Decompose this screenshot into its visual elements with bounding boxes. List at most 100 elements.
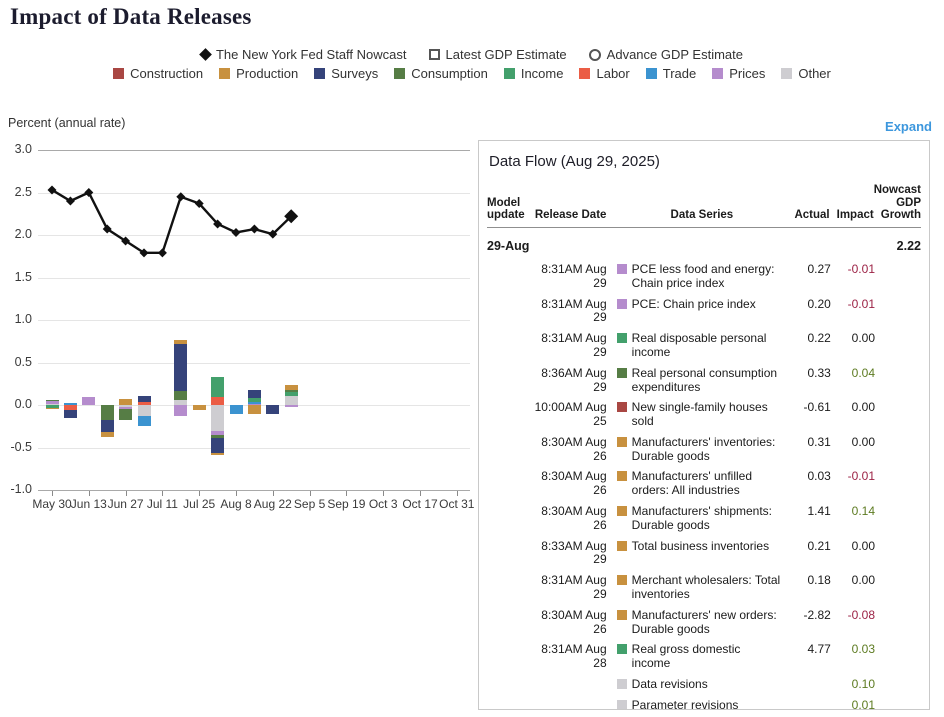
bar-segment-surveys[interactable] (211, 438, 225, 454)
bar-segment-production[interactable] (284, 385, 298, 390)
bar-segment-other[interactable] (137, 405, 151, 417)
bar-segment-other[interactable] (174, 399, 188, 405)
bar-segment-trade[interactable] (229, 405, 243, 414)
cell-data-series: Real disposable personal income (616, 331, 789, 360)
x-tick-label: Oct 31 (439, 497, 475, 511)
bar-segment-surveys[interactable] (266, 405, 280, 414)
bar-segment-other[interactable] (119, 405, 133, 407)
cell-actual: 1.41 (807, 504, 831, 519)
marker-legend: The New York Fed Staff Nowcast Latest GDP… (0, 47, 944, 62)
series-name: Merchant wholesalers: Total inventories (631, 573, 781, 602)
bar-segment-production[interactable] (192, 405, 206, 411)
header-impact: Impact (836, 209, 874, 222)
bar-segment-production[interactable] (174, 340, 188, 344)
bar-segment-surveys[interactable] (137, 395, 151, 403)
table-row: 8:31AM Aug 29 PCE: Chain price index 0.20 -… (487, 296, 921, 326)
x-tick-mark (309, 491, 311, 496)
cell-release-date: 8:30AM Aug 26 (541, 607, 607, 636)
bar-segment-prices[interactable] (284, 405, 298, 407)
cell-impact: 0.00 (851, 400, 875, 415)
legend-label: The New York Fed Staff Nowcast (215, 47, 407, 62)
bar-segment-other[interactable] (284, 395, 298, 405)
nowcast-point[interactable] (194, 199, 204, 209)
bar-segment-income[interactable] (247, 398, 261, 403)
nowcast-point[interactable] (176, 192, 186, 202)
series-name: Manufacturers' new orders: Durable goods (631, 607, 777, 636)
nowcast-point[interactable] (213, 219, 223, 229)
bar-segment-income[interactable] (284, 392, 298, 396)
cell-impact: 0.03 (851, 642, 875, 657)
nowcast-point[interactable] (231, 227, 241, 237)
series-color-swatch-icon (616, 263, 627, 274)
cell-data-series: New single-family houses sold (616, 400, 789, 429)
series-color-swatch-icon (616, 402, 627, 413)
x-tick-mark (88, 491, 90, 496)
bar-segment-consumption[interactable] (174, 391, 188, 400)
bar-segment-production[interactable] (247, 405, 261, 415)
table-row: 8:31AM Aug 29 Merchant wholesalers: Total… (487, 573, 921, 602)
x-tick-label: Aug 22 (253, 497, 292, 511)
cell-data-series: Manufacturers' shipments: Durable goods (616, 504, 789, 533)
cell-data-series: Real personal consumption expenditures (616, 366, 789, 395)
nowcast-point[interactable] (47, 185, 57, 195)
bar-segment-surveys[interactable] (63, 410, 77, 418)
series-name: Manufacturers' inventories: Durable good… (631, 434, 776, 463)
bar-segment-consumption[interactable] (119, 409, 133, 421)
cell-actual: -2.82 (803, 607, 831, 622)
nowcast-point[interactable] (284, 209, 299, 224)
nowcast-point[interactable] (121, 236, 131, 246)
bar-segment-labor[interactable] (137, 402, 151, 405)
y-tick-label: 2.0 (14, 227, 32, 241)
nowcast-point[interactable] (84, 188, 94, 197)
bar-segment-labor[interactable] (63, 405, 77, 411)
table-row: 8:31AM Aug 29 Real disposable personal in… (487, 331, 921, 360)
expand-link[interactable]: Expand (885, 119, 932, 134)
bar-segment-trade[interactable] (247, 402, 261, 405)
nowcast-point[interactable] (139, 248, 149, 258)
bar-segment-labor[interactable] (211, 397, 225, 405)
nowcast-point[interactable] (249, 224, 259, 234)
bar-segment-production[interactable] (119, 399, 133, 405)
x-tick-label: Aug 8 (220, 497, 252, 511)
bar-segment-prices[interactable] (45, 400, 59, 405)
bar-segment-prices[interactable] (82, 396, 96, 405)
series-color-swatch-icon (616, 540, 627, 551)
bar-segment-trade[interactable] (137, 416, 151, 427)
nowcast-point[interactable] (268, 229, 278, 239)
series-name: PCE: Chain price index (631, 296, 756, 311)
bar-segment-consumption[interactable] (211, 434, 225, 439)
bar-segment-production[interactable] (100, 432, 114, 438)
legend-label: Advance GDP Estimate (606, 47, 743, 62)
legend-item-other: Other (781, 66, 831, 81)
bar-segment-production[interactable] (211, 453, 225, 456)
cell-actual: -0.61 (803, 400, 831, 415)
bar-segment-prices[interactable] (119, 406, 133, 410)
circle-marker-icon (588, 48, 601, 61)
bar-segment-other[interactable] (211, 405, 225, 431)
cell-release-date: 8:31AM Aug 28 (541, 642, 607, 671)
bar-segment-surveys[interactable] (174, 343, 188, 392)
bar-segment-prices[interactable] (211, 430, 225, 435)
bar-segment-other[interactable] (45, 404, 59, 406)
bar-segment-income[interactable] (45, 405, 59, 408)
data-flow-title: Data Flow (Aug 29, 2025) (489, 153, 660, 170)
bar-segment-surveys[interactable] (100, 420, 114, 433)
cell-actual: 0.03 (807, 469, 831, 484)
table-row: 8:30AM Aug 26 Manufacturers' inventories:… (487, 434, 921, 464)
bar-segment-production[interactable] (45, 407, 59, 410)
bar-segment-consumption[interactable] (100, 405, 114, 421)
bar-segment-consumption[interactable] (45, 399, 59, 402)
bar-segment-surveys[interactable] (247, 389, 261, 399)
nowcast-point[interactable] (65, 196, 75, 206)
bar-segment-prices[interactable] (174, 405, 188, 417)
bar-segment-trade[interactable] (63, 403, 77, 405)
nowcast-point[interactable] (102, 224, 112, 234)
legend-label: Prices (729, 66, 766, 81)
bar-segment-income[interactable] (211, 376, 225, 398)
gridline (38, 320, 470, 321)
bar-segment-prices[interactable] (247, 404, 261, 406)
cell-release-date: 8:30AM Aug 26 (541, 434, 607, 463)
bar-segment-consumption[interactable] (284, 389, 298, 393)
nowcast-point[interactable] (157, 248, 167, 258)
table-row: 8:31AM Aug 29 PCE less food and energy: C… (487, 262, 921, 291)
